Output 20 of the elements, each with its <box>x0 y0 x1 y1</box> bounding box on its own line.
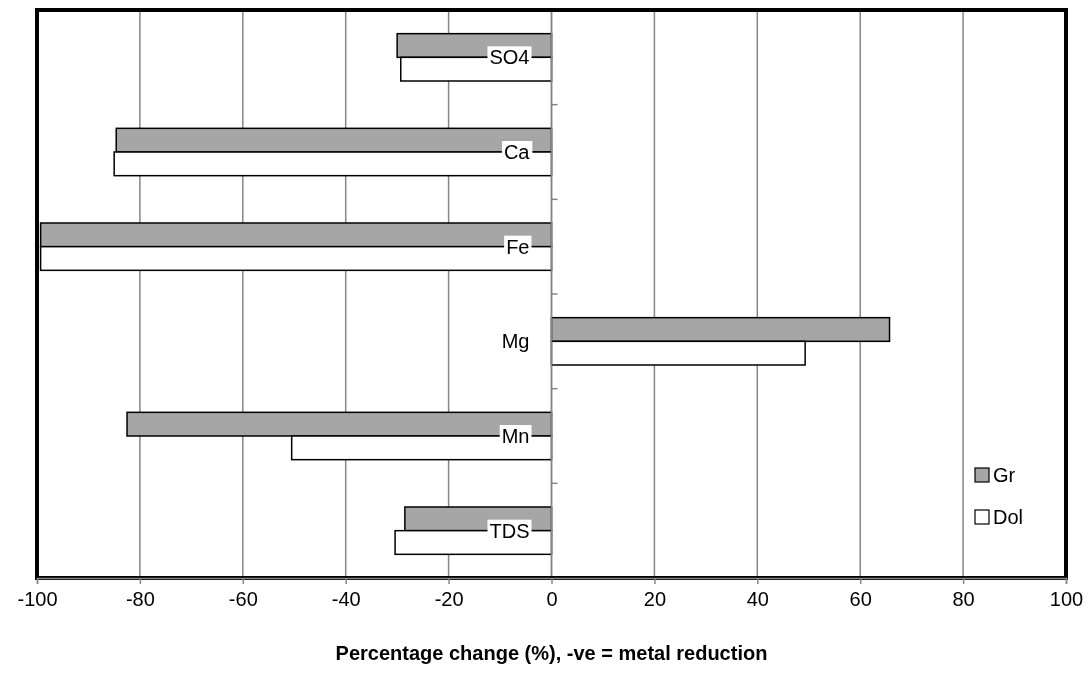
y-tick-label: Ca <box>503 141 531 163</box>
x-tick-label: 80 <box>952 588 975 611</box>
legend-label: Dol <box>993 506 1024 528</box>
y-tick-label: Mn <box>501 425 530 447</box>
y-tick-label: TDS <box>489 519 530 542</box>
x-tick-label: -100 <box>17 588 58 611</box>
x-axis-title: Percentage change (%), -ve = metal reduction <box>335 642 768 664</box>
x-tick-label: -60 <box>228 588 258 611</box>
y-tick-label: SO4 <box>489 46 530 69</box>
x-tick-label: 100 <box>1049 588 1084 611</box>
x-tick-label: 20 <box>643 588 667 611</box>
legend-label: Gr <box>993 464 1016 486</box>
x-tick-label: -80 <box>125 588 155 611</box>
x-tick-label: 60 <box>849 588 872 611</box>
y-tick-label: Mg <box>501 330 530 353</box>
y-tick-label: Fe <box>506 235 530 258</box>
x-tick-label: -40 <box>331 588 361 611</box>
x-tick-label: 40 <box>746 588 769 611</box>
x-tick-label: 0 <box>546 588 558 611</box>
x-tick-label: -20 <box>434 588 464 611</box>
